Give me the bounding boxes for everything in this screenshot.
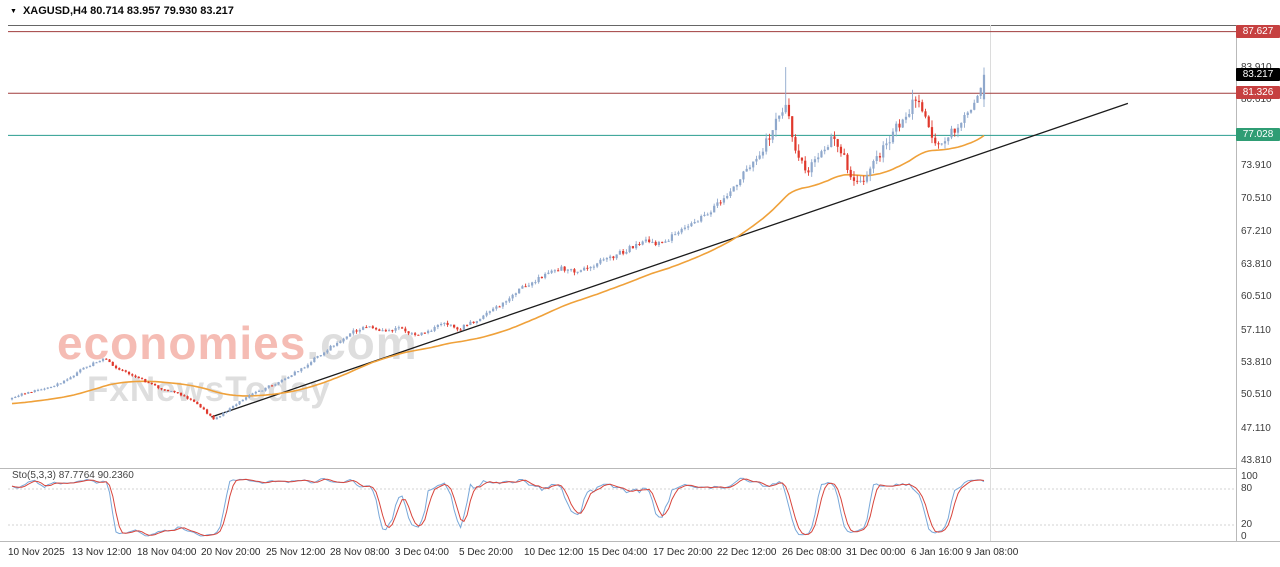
panel-borders (0, 25, 1280, 542)
trendline-layer (211, 102, 1129, 418)
symbol-ohlc-label: XAGUSD,H4 80.714 83.957 79.930 83.217 (22, 5, 234, 17)
symbol-dropdown-icon[interactable]: ▼ (10, 7, 17, 15)
indicator-label-text: Sto(5,3,3) 87.7764 90.2360 (12, 470, 134, 481)
candlestick-series (10, 67, 986, 420)
indicator-label: Sto(5,3,3) 87.7764 90.2360 (12, 470, 134, 481)
watermark-brand: economies (57, 317, 307, 369)
stochastic-main-line (11, 477, 985, 537)
stochastic-panel (8, 477, 1236, 537)
chart-header: ▼ XAGUSD,H4 80.714 83.957 79.930 83.217 (10, 5, 234, 17)
stochastic-signal-line (11, 478, 985, 537)
horizontal-levels (8, 31, 1236, 136)
moving-average-line (11, 134, 985, 405)
moving-average-layer (11, 134, 985, 405)
trendline (211, 102, 1129, 418)
